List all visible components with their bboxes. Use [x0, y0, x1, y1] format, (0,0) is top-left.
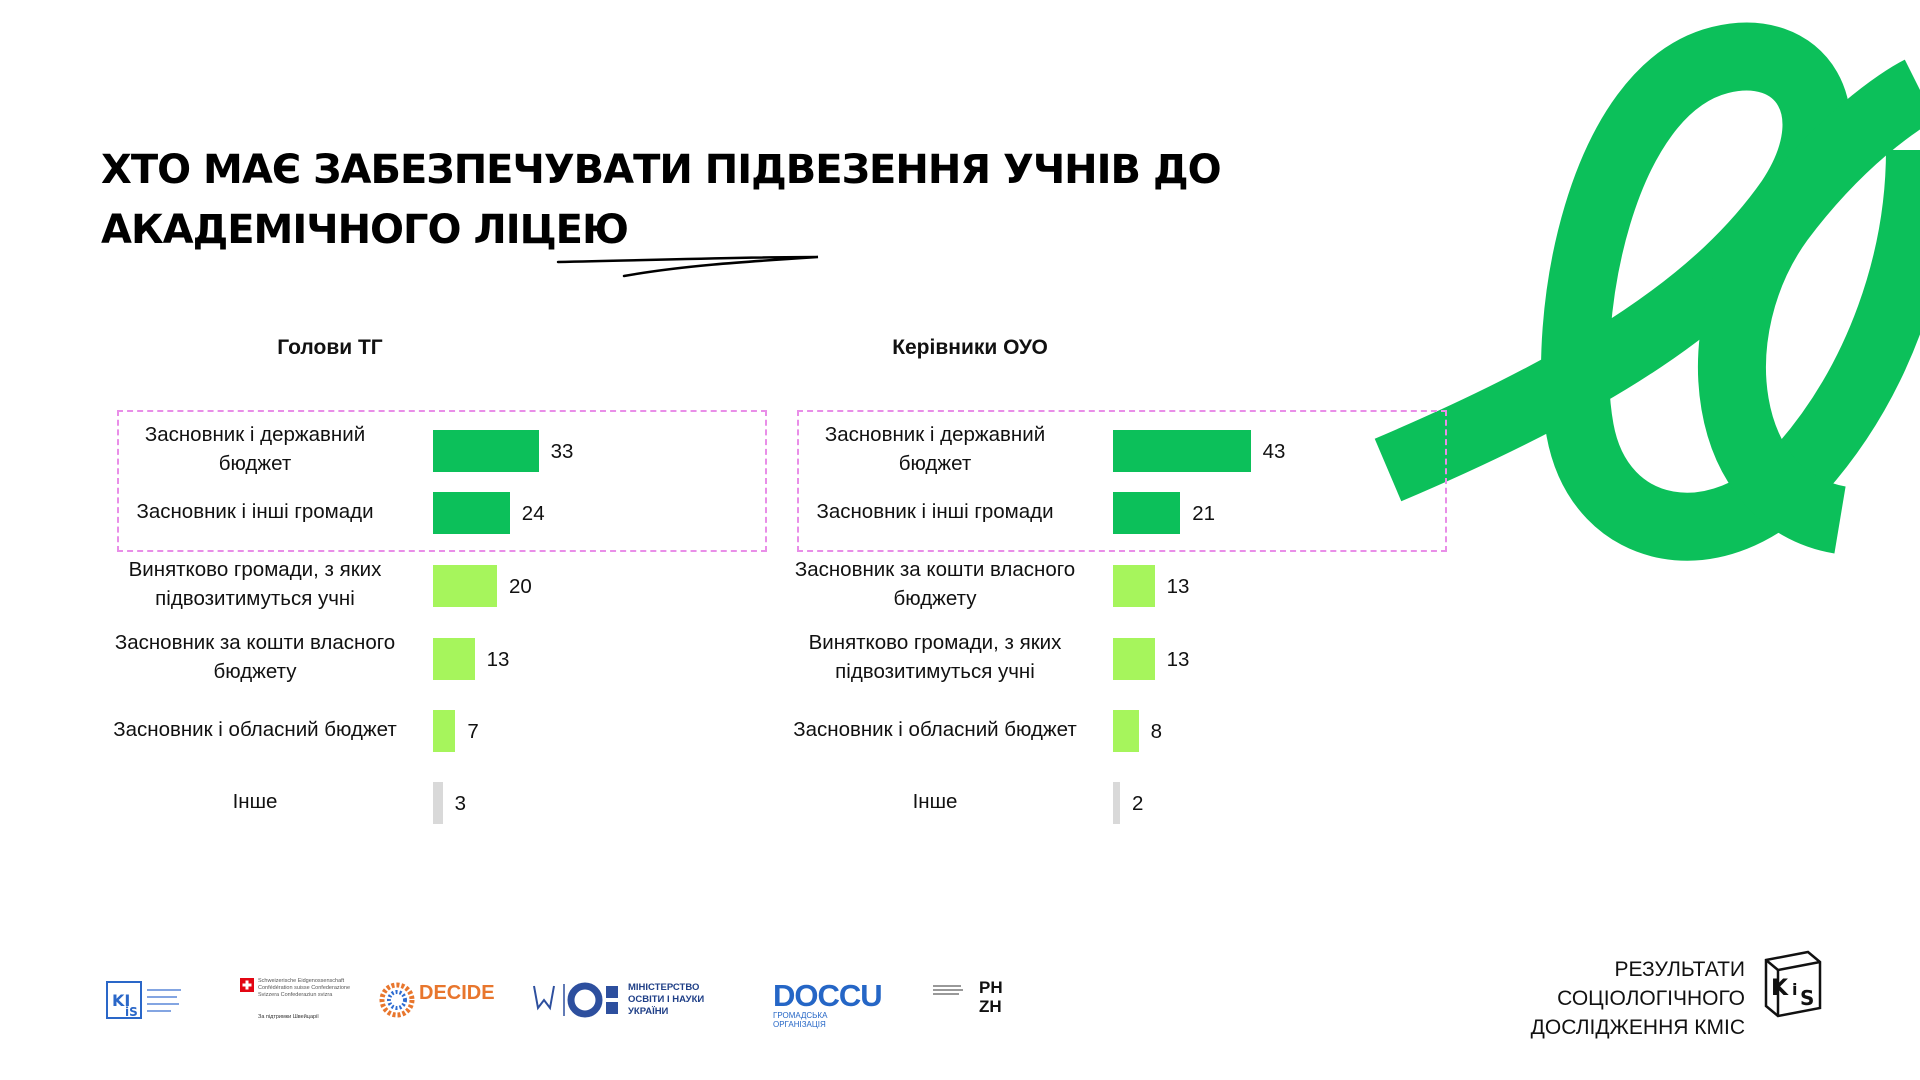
value-label: 13 — [1166, 575, 1190, 598]
bar-row: Засновник і державний бюджет 43 — [780, 420, 1480, 478]
value-label: 21 — [1192, 502, 1215, 525]
docu-logo-text: DOCCU — [773, 978, 883, 1013]
category-label: Винятково громади, з яких підвозитимуться… — [128, 558, 382, 610]
decide-logo: DECIDE — [377, 980, 495, 1025]
value-label: 13 — [486, 648, 510, 671]
docu-logo-subtext: ГРОМАДСЬКА ОРГАНІЗАЦІЯ — [773, 1011, 828, 1029]
category-label: Засновник і інші громади — [816, 499, 1054, 523]
bar — [433, 565, 497, 607]
value-label: 20 — [509, 575, 532, 598]
ministry-of-education-logo: МІНІСТЕРСТВО ОСВІТИ І НАУКИ УКРАЇНИ — [530, 980, 704, 1025]
phzh-logo: PH ZH — [933, 978, 1003, 1017]
value-label: 13 — [1166, 648, 1190, 671]
bar-row: Винятково громади, з яких підвозитимуться… — [100, 555, 800, 613]
kmis-line-2: СОЦІОЛОГІЧНОГО — [1557, 987, 1745, 1010]
panel-title-left: Голови ТГ — [277, 336, 383, 359]
bar — [1113, 565, 1155, 607]
category-label: Засновник і державний бюджет — [144, 423, 366, 475]
bar-row: Засновник і державний бюджет 33 — [100, 420, 800, 478]
highlight-box — [797, 410, 1447, 552]
bar-row: Засновник і інші громади 21 — [780, 482, 1480, 540]
bar — [433, 710, 456, 752]
swiss-logo-text: Schweizerische Eidgenossenschaft Confédé… — [258, 978, 351, 998]
bar-row: Засновник і інші громади 24 — [100, 482, 800, 540]
green-loop-decoration-2 — [1698, 59, 1920, 554]
bar-row: Засновник і обласний бюджет 7 — [100, 700, 800, 758]
category-label: Засновник за кошти власного бюджету — [794, 558, 1076, 610]
bar-chart-right: Засновник і державний бюджет 43 Засновник і… — [780, 410, 1460, 860]
category-label: Засновник і інші громади — [136, 499, 374, 523]
category-label: Засновник і обласний бюджет — [113, 717, 397, 741]
bar-row: Засновник за кошти власного бюджету 13 — [780, 555, 1480, 613]
kmis-small-logo: KI iS — [105, 978, 185, 1029]
kmis-line-1: РЕЗУЛЬТАТИ — [1614, 958, 1745, 981]
bar — [433, 430, 539, 472]
category-label: Винятково громади, з яких підвозитимуться… — [808, 631, 1062, 683]
decide-logo-text: DECIDE — [419, 982, 495, 1004]
bar — [433, 492, 510, 534]
value-label: 43 — [1262, 440, 1286, 463]
svg-text:S: S — [1800, 986, 1814, 1010]
svg-text:K: K — [1771, 976, 1789, 1001]
highlight-box — [117, 410, 767, 552]
category-label: Засновник за кошти власного бюджету — [114, 631, 396, 683]
bar-row: Інше 2 — [780, 772, 1480, 830]
bar — [433, 782, 443, 824]
value-label: 2 — [1132, 792, 1144, 815]
svg-text:iS: iS — [125, 1005, 138, 1019]
bar — [433, 638, 475, 680]
category-label: Засновник і державний бюджет — [824, 423, 1046, 475]
docu-logo: DOCCU ГРОМАДСЬКА ОРГАНІЗАЦІЯ — [773, 978, 883, 1029]
bar-chart-left: Засновник і державний бюджет 33 Засновник і… — [100, 410, 780, 860]
phzh-logo-text: PH ZH — [979, 978, 1003, 1016]
value-label: 33 — [550, 440, 574, 463]
category-label: Інше — [232, 789, 278, 813]
bar-row: Засновник за кошти власного бюджету 13 — [100, 628, 800, 686]
page-title: ХТО МАЄ ЗАБЕЗПЕЧУВАТИ ПІДВЕЗЕННЯ УЧНІВ Д… — [101, 147, 1222, 253]
bar — [1113, 430, 1251, 472]
value-label: 8 — [1150, 720, 1162, 743]
svg-text:KI: KI — [112, 991, 130, 1010]
category-label: Засновник і обласний бюджет — [793, 717, 1077, 741]
kmis-results-label: РЕЗУЛЬТАТИ СОЦІОЛОГІЧНОГО ДОСЛІДЖЕННЯ КМ… — [1531, 955, 1745, 1042]
bar — [1113, 638, 1155, 680]
bar-row: Інше 3 — [100, 772, 800, 830]
bar — [1113, 492, 1181, 534]
ministry-logo-text: МІНІСТЕРСТВО ОСВІТИ І НАУКИ УКРАЇНИ — [628, 982, 705, 1017]
value-label: 7 — [467, 720, 479, 743]
bar — [1113, 782, 1120, 824]
value-label: 24 — [521, 502, 545, 525]
svg-text:i: i — [1792, 980, 1797, 999]
swiss-logo-subtext: За підтримки Швейцарії — [258, 1014, 319, 1020]
bar-row: Засновник і обласний бюджет 8 — [780, 700, 1480, 758]
kmis-logo: K i S — [1758, 950, 1824, 1025]
value-label: 3 — [454, 792, 466, 815]
category-label: Інше — [912, 789, 958, 813]
bar — [1113, 710, 1139, 752]
kmis-line-3: ДОСЛІДЖЕННЯ КМІС — [1530, 1016, 1745, 1039]
bar-row: Винятково громади, з яких підвозитимуться… — [780, 628, 1480, 686]
panel-title-right: Керівники ОУО — [892, 336, 1048, 359]
